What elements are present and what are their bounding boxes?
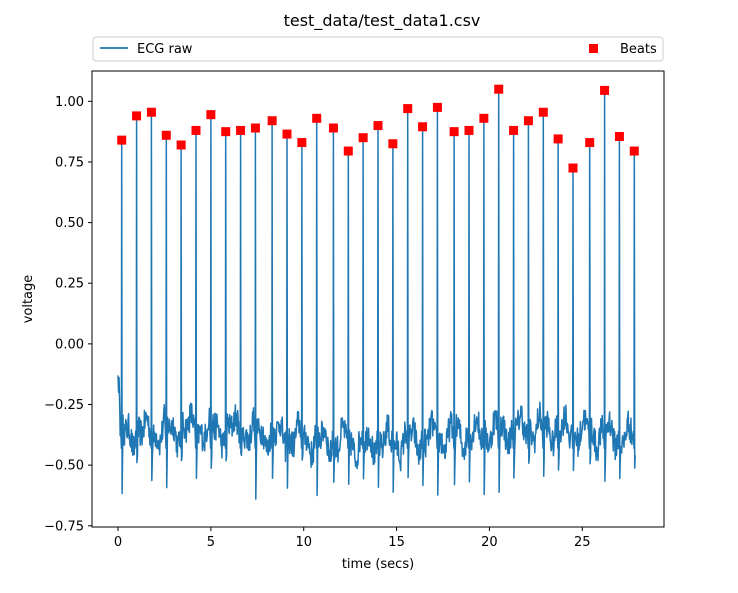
legend-ecg-label: ECG raw <box>137 42 193 57</box>
beat-marker <box>418 122 428 132</box>
beat-marker <box>449 127 459 137</box>
chart-title: test_data/test_data1.csv <box>284 11 481 31</box>
beat-marker <box>117 135 127 145</box>
beat-marker <box>373 121 383 131</box>
beat-marker <box>553 134 563 144</box>
beat-marker <box>523 116 533 126</box>
beat-markers <box>117 84 639 173</box>
beat-marker <box>161 130 171 140</box>
x-axis-label: time (secs) <box>342 557 414 572</box>
y-tick-label: 1.00 <box>55 95 84 110</box>
y-tick-label: −0.75 <box>44 519 84 534</box>
beat-marker <box>509 125 519 135</box>
beat-marker <box>297 138 307 148</box>
beat-marker <box>282 129 292 139</box>
x-tick-label: 25 <box>574 535 591 550</box>
y-tick-label: 0.25 <box>55 277 84 292</box>
beat-marker <box>479 113 489 123</box>
series-layer <box>117 88 636 500</box>
beat-marker <box>494 84 504 94</box>
y-axis-label: voltage <box>21 275 36 324</box>
beat-marker <box>388 139 398 149</box>
y-tick-label: 0.75 <box>55 155 84 170</box>
beat-marker <box>585 138 595 148</box>
plot-frame <box>91 70 665 528</box>
beat-marker <box>146 107 156 117</box>
y-axis: −0.75 −0.50 −0.25 0.00 0.25 0.50 0.75 1.00 <box>44 95 92 534</box>
beat-marker <box>464 125 474 135</box>
legend-frame <box>92 36 664 62</box>
beat-marker <box>206 110 216 120</box>
beat-marker <box>236 125 246 135</box>
beat-marker <box>432 102 442 112</box>
beat-marker <box>538 107 548 117</box>
beat-marker <box>629 146 639 156</box>
beat-marker <box>600 85 610 95</box>
beat-marker <box>403 104 413 114</box>
beat-marker <box>221 127 231 137</box>
x-tick-label: 20 <box>481 535 498 550</box>
beat-marker <box>312 113 322 123</box>
x-tick-label: 0 <box>114 535 122 550</box>
beat-marker <box>191 125 201 135</box>
x-axis: 0 5 10 15 20 25 <box>114 527 591 550</box>
legend-beats-label: Beats <box>620 42 657 57</box>
beat-marker <box>358 133 368 143</box>
legend: ECG raw Beats <box>92 36 664 62</box>
beat-marker <box>267 116 277 126</box>
beat-marker <box>328 123 338 133</box>
x-tick-label: 15 <box>388 535 405 550</box>
y-tick-label: 0.50 <box>55 216 84 231</box>
y-tick-label: 0.00 <box>55 337 84 352</box>
x-tick-label: 10 <box>295 535 312 550</box>
beat-marker <box>614 131 624 141</box>
beat-marker <box>132 111 142 121</box>
beat-marker <box>568 163 578 173</box>
x-tick-label: 5 <box>207 535 215 550</box>
beat-marker <box>250 123 260 133</box>
beat-marker <box>343 146 353 156</box>
y-tick-label: −0.25 <box>44 398 84 413</box>
ecg-raw-line <box>117 88 636 500</box>
legend-beats-swatch <box>589 44 598 53</box>
beat-marker <box>176 140 186 150</box>
y-tick-label: −0.50 <box>44 459 84 474</box>
